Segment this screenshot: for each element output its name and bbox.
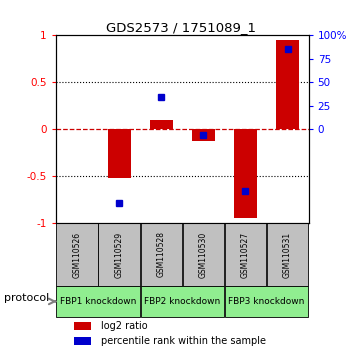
Bar [276, 40, 299, 129]
Text: GSM110528: GSM110528 [157, 232, 166, 278]
Bar [74, 337, 91, 346]
Text: FBP1 knockdown: FBP1 knockdown [60, 297, 136, 306]
Text: protocol: protocol [4, 293, 49, 303]
Text: percentile rank within the sample: percentile rank within the sample [101, 336, 266, 346]
Bar [192, 129, 215, 141]
Bar [267, 223, 308, 286]
Bar [108, 129, 131, 178]
Bar [56, 286, 140, 317]
Text: FBP2 knockdown: FBP2 knockdown [144, 297, 221, 306]
Bar [99, 223, 140, 286]
Bar [56, 223, 97, 286]
Bar [140, 223, 182, 286]
Text: GSM110530: GSM110530 [199, 232, 208, 278]
Bar [234, 129, 257, 218]
Text: log2 ratio: log2 ratio [101, 321, 148, 331]
Text: GSM110527: GSM110527 [241, 232, 250, 278]
Text: FBP3 knockdown: FBP3 knockdown [229, 297, 305, 306]
Text: GSM110529: GSM110529 [115, 232, 123, 278]
Text: GDS2573 / 1751089_1: GDS2573 / 1751089_1 [105, 21, 256, 34]
Bar [74, 322, 91, 330]
Bar [150, 120, 173, 129]
Bar [140, 286, 224, 317]
Text: GSM110526: GSM110526 [73, 232, 82, 278]
Bar [225, 223, 266, 286]
Bar [225, 286, 308, 317]
Text: GSM110531: GSM110531 [283, 232, 292, 278]
Bar [183, 223, 224, 286]
